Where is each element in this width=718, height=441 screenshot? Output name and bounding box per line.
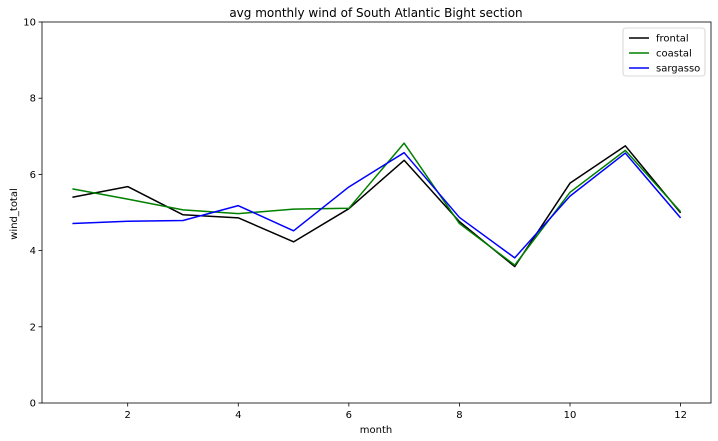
x-tick-label: 12 bbox=[674, 410, 687, 421]
legend: frontal coastal sargasso bbox=[622, 27, 706, 77]
y-axis-label: wind_total bbox=[9, 188, 20, 240]
y-tick-label: 10 bbox=[23, 18, 36, 29]
x-tick-label: 4 bbox=[235, 410, 241, 421]
y-tick-label: 0 bbox=[30, 399, 36, 410]
y-tick-label: 4 bbox=[30, 246, 36, 257]
y-tick-label: 2 bbox=[30, 322, 36, 333]
series-line-coastal bbox=[72, 142, 682, 266]
legend-label-sargasso: sargasso bbox=[656, 64, 700, 75]
plot-frame bbox=[41, 21, 712, 404]
y-tick-label: 8 bbox=[30, 94, 36, 105]
legend-label-frontal: frontal bbox=[656, 34, 689, 45]
legend-label-coastal: coastal bbox=[656, 49, 692, 60]
x-tick-label: 10 bbox=[564, 410, 577, 421]
y-tick-label: 6 bbox=[30, 170, 36, 181]
series-line-sargasso bbox=[72, 151, 682, 259]
series-line-frontal bbox=[72, 145, 682, 268]
x-tick-label: 6 bbox=[346, 410, 352, 421]
series-layer bbox=[72, 142, 682, 268]
legend-box bbox=[622, 27, 706, 77]
axes-layer: 2 4 6 8 10 12 0 2 4 6 8 10 bbox=[23, 18, 712, 421]
x-tick-label: 8 bbox=[456, 410, 462, 421]
chart-title: avg monthly wind of South Atlantic Bight… bbox=[229, 6, 522, 20]
x-tick-label: 2 bbox=[125, 410, 131, 421]
x-axis-label: month bbox=[360, 425, 392, 436]
